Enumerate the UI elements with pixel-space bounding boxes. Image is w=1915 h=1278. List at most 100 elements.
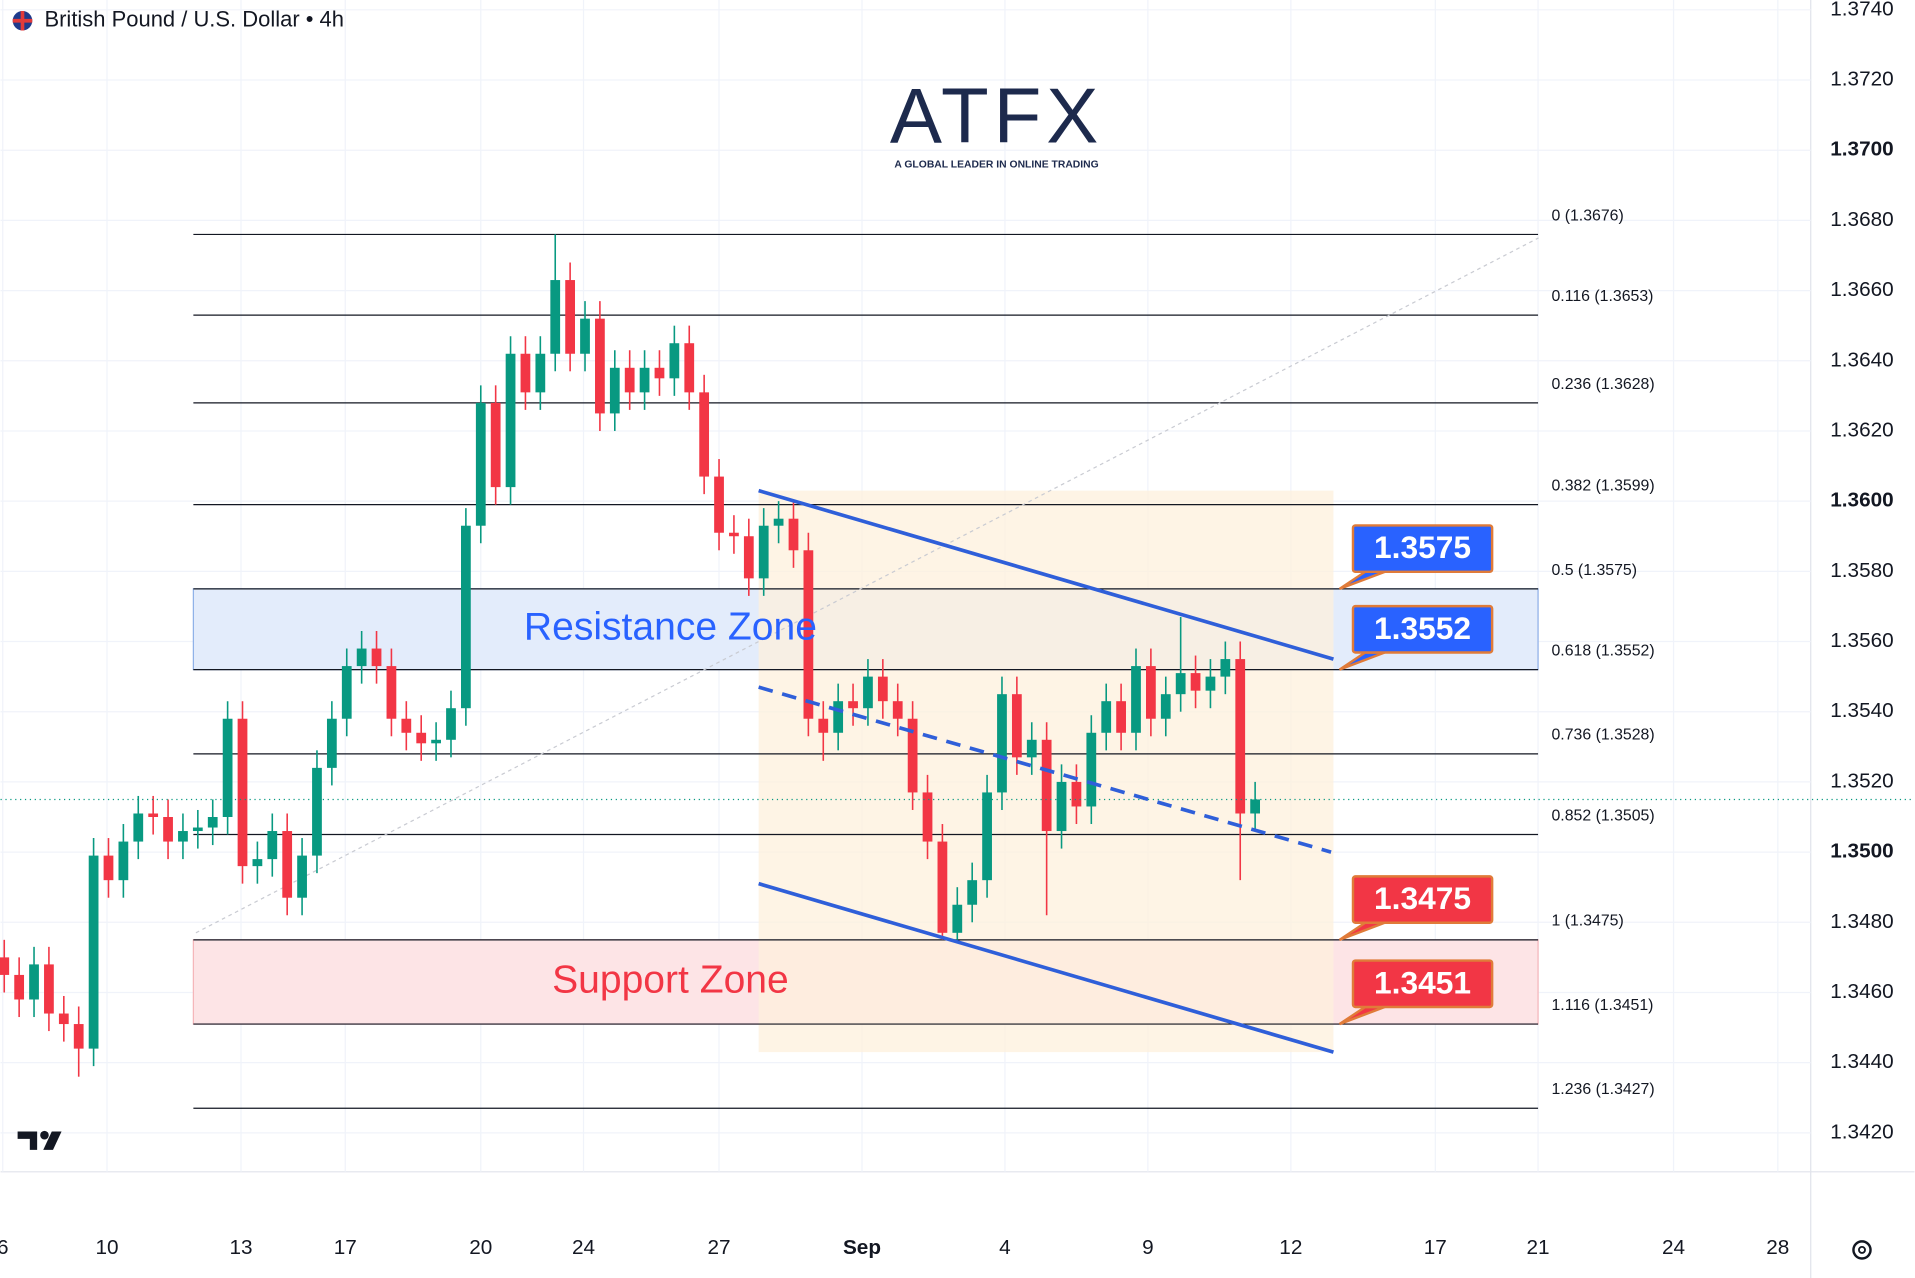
fib-label: 0.116 (1.3653) xyxy=(1551,288,1653,305)
candle-body xyxy=(297,855,307,898)
candle-body xyxy=(371,648,382,667)
x-tick-label: 12 xyxy=(1279,1236,1302,1259)
fib-label: 0.852 (1.3505) xyxy=(1551,807,1654,824)
candle-body xyxy=(14,974,25,1000)
candle-body xyxy=(341,666,352,719)
candle-body xyxy=(1086,732,1097,807)
x-tick-label: 24 xyxy=(572,1236,595,1259)
candle-body xyxy=(714,476,724,533)
fib-label: 0.5 (1.3575) xyxy=(1551,562,1637,579)
x-tick-label: 21 xyxy=(1527,1236,1550,1259)
x-tick-label: 27 xyxy=(707,1236,730,1259)
channel-line xyxy=(758,881,1334,1054)
candle-body xyxy=(163,816,173,842)
candle-body xyxy=(326,718,337,768)
candle-body xyxy=(580,318,590,354)
callout-label: 1.3552 xyxy=(1374,610,1471,646)
candle-body xyxy=(922,792,933,842)
gear-center[interactable] xyxy=(1858,1245,1866,1254)
overlay-layer: 1.3420 1.3440 1.3460 1.3480 1.3500 1.3520 1.35… xyxy=(0,0,1894,1259)
candle-body xyxy=(460,525,471,709)
symbol-title: British Pound / U.S. Dollar • 4h xyxy=(44,7,344,32)
candle-body xyxy=(416,732,427,744)
candle-body xyxy=(222,718,233,817)
y-tick-label: 1.3480 xyxy=(1830,910,1893,933)
candle-body xyxy=(1146,666,1156,719)
candle-body xyxy=(1205,676,1216,691)
candle-body xyxy=(192,827,203,832)
y-tick-label: 1.3560 xyxy=(1830,629,1893,652)
candle-body xyxy=(237,718,248,867)
candle-body xyxy=(1235,659,1246,814)
candle-body xyxy=(58,1013,69,1025)
candle-body xyxy=(386,666,397,719)
candle-body xyxy=(952,904,963,933)
x-tick-label: 6 xyxy=(0,1236,9,1259)
y-tick-label: 1.3540 xyxy=(1830,699,1893,722)
x-tick-label: 20 xyxy=(469,1236,492,1259)
candle-body xyxy=(1116,701,1126,733)
candle-body xyxy=(148,813,159,817)
fib-label: 0.382 (1.3599) xyxy=(1551,478,1654,495)
flag-cross xyxy=(12,10,33,31)
drawing-layer xyxy=(0,233,1915,1109)
candle-body xyxy=(178,831,188,842)
background-layer xyxy=(0,0,1811,1172)
candle-body xyxy=(818,718,829,733)
callout-box xyxy=(1351,959,1494,1009)
candle-body xyxy=(997,694,1007,793)
candle-body xyxy=(1131,666,1141,733)
y-tick-label: 1.3500 xyxy=(1830,840,1893,863)
candle-body xyxy=(1175,673,1186,695)
y-tick-label: 1.3720 xyxy=(1830,67,1893,90)
candle-body xyxy=(550,280,561,354)
y-tick-label: 1.3460 xyxy=(1830,980,1893,1003)
gear-icon[interactable] xyxy=(1852,1240,1872,1260)
x-tick-label: 4 xyxy=(999,1236,1011,1259)
candle-body xyxy=(1250,799,1261,814)
logo-tagline: A GLOBAL LEADER IN ONLINE TRADING xyxy=(894,160,1098,171)
fib-label: 0.236 (1.3628) xyxy=(1551,376,1654,393)
candle-body xyxy=(1056,781,1067,832)
fib-label: 0.736 (1.3528) xyxy=(1551,727,1654,744)
candle-body xyxy=(892,701,903,719)
y-tick-label: 1.3660 xyxy=(1830,278,1893,301)
x-tick-label: 28 xyxy=(1766,1236,1789,1259)
candle-body xyxy=(1011,694,1022,758)
x-tick-label: 10 xyxy=(95,1236,118,1259)
candle-body xyxy=(475,402,486,526)
y-tick-label: 1.3680 xyxy=(1830,208,1893,231)
candle-body xyxy=(743,536,754,579)
y-tick-label: 1.3740 xyxy=(1830,0,1893,20)
candle-body xyxy=(684,343,695,393)
candle-body xyxy=(1071,781,1082,807)
x-tick-label: 13 xyxy=(229,1236,252,1259)
tv-logo-part xyxy=(17,1131,38,1150)
x-tick-label: 24 xyxy=(1662,1236,1685,1259)
candle-body xyxy=(803,550,814,719)
fib-label: 0.618 (1.3552) xyxy=(1551,642,1654,659)
candle-body xyxy=(505,353,516,488)
candle-body xyxy=(401,718,412,733)
candle-body xyxy=(1026,739,1037,758)
settings-button[interactable] xyxy=(1852,1240,1872,1260)
candle-body xyxy=(699,392,710,477)
candle-body xyxy=(1041,739,1052,832)
y-tick-label: 1.3600 xyxy=(1830,489,1893,512)
candle-body xyxy=(520,353,531,393)
candle-body xyxy=(133,813,144,842)
candle-body xyxy=(967,880,978,905)
candle-body xyxy=(565,280,576,354)
symbol-header: British Pound / U.S. Dollar • 4h xyxy=(12,7,344,32)
x-tick-label: 9 xyxy=(1142,1236,1154,1259)
candle-body xyxy=(639,367,650,393)
channel-line xyxy=(758,685,1332,854)
candle-body xyxy=(595,318,605,414)
candle-body xyxy=(312,767,322,856)
y-tick-label: 1.3440 xyxy=(1830,1050,1893,1073)
candle-body xyxy=(848,701,858,709)
logo: ATFX A GLOBAL LEADER IN ONLINE TRADING xyxy=(890,72,1099,171)
candle-body xyxy=(0,957,10,975)
y-tick-label: 1.3620 xyxy=(1830,418,1893,441)
candle-body xyxy=(282,831,293,898)
